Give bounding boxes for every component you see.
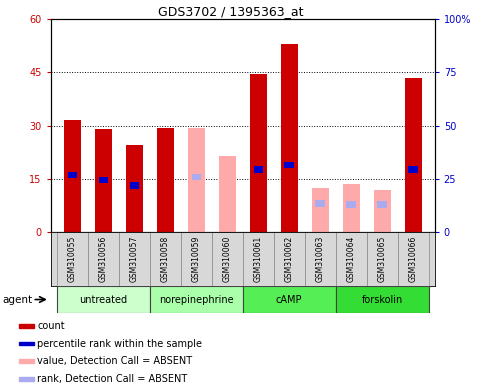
- Text: GSM310065: GSM310065: [378, 236, 386, 283]
- Bar: [95, 129, 112, 232]
- Text: GSM310066: GSM310066: [409, 236, 417, 283]
- Bar: [243, 286, 336, 313]
- Text: GSM310058: GSM310058: [161, 236, 170, 282]
- Text: norepinephrine: norepinephrine: [159, 295, 234, 305]
- Text: GSM310057: GSM310057: [130, 236, 139, 283]
- Text: GSM310061: GSM310061: [254, 236, 263, 282]
- Bar: [342, 184, 360, 232]
- Bar: [243, 232, 274, 286]
- Text: value, Detection Call = ABSENT: value, Detection Call = ABSENT: [37, 356, 192, 366]
- Bar: [57, 286, 150, 313]
- Bar: [19, 341, 34, 346]
- Bar: [188, 127, 205, 232]
- Bar: [157, 127, 174, 232]
- Bar: [212, 232, 243, 286]
- Text: cAMP: cAMP: [276, 295, 302, 305]
- Bar: [250, 74, 267, 232]
- Bar: [99, 177, 108, 183]
- Bar: [373, 190, 391, 232]
- Bar: [181, 232, 212, 286]
- Bar: [377, 202, 387, 208]
- Bar: [346, 202, 356, 208]
- Bar: [19, 377, 34, 381]
- Bar: [129, 182, 139, 189]
- Text: GSM310059: GSM310059: [192, 236, 201, 283]
- Bar: [57, 232, 88, 286]
- Bar: [398, 232, 428, 286]
- Bar: [150, 286, 243, 313]
- Text: GSM310055: GSM310055: [68, 236, 77, 283]
- Bar: [312, 188, 328, 232]
- Bar: [126, 145, 143, 232]
- Bar: [274, 232, 305, 286]
- Text: agent: agent: [2, 295, 32, 305]
- Text: percentile rank within the sample: percentile rank within the sample: [37, 339, 202, 349]
- Text: GSM310063: GSM310063: [315, 236, 325, 283]
- Bar: [336, 232, 367, 286]
- Bar: [367, 232, 398, 286]
- Bar: [19, 359, 34, 363]
- Text: GSM310060: GSM310060: [223, 236, 232, 283]
- Bar: [219, 156, 236, 232]
- Bar: [64, 121, 81, 232]
- Text: GSM310062: GSM310062: [284, 236, 294, 282]
- Text: forskolin: forskolin: [361, 295, 403, 305]
- Bar: [315, 200, 325, 207]
- Bar: [281, 44, 298, 232]
- Text: GSM310056: GSM310056: [99, 236, 108, 283]
- Bar: [404, 78, 422, 232]
- Text: untreated: untreated: [79, 295, 128, 305]
- Bar: [336, 286, 428, 313]
- Bar: [305, 232, 336, 286]
- Bar: [284, 162, 294, 169]
- Bar: [254, 166, 263, 173]
- Bar: [119, 232, 150, 286]
- Title: GDS3702 / 1395363_at: GDS3702 / 1395363_at: [158, 5, 304, 18]
- Bar: [19, 324, 34, 328]
- Text: count: count: [37, 321, 65, 331]
- Bar: [150, 232, 181, 286]
- Text: GSM310064: GSM310064: [347, 236, 355, 283]
- Bar: [68, 172, 77, 178]
- Bar: [192, 174, 201, 180]
- Bar: [88, 232, 119, 286]
- Bar: [408, 166, 418, 173]
- Text: rank, Detection Call = ABSENT: rank, Detection Call = ABSENT: [37, 374, 187, 384]
